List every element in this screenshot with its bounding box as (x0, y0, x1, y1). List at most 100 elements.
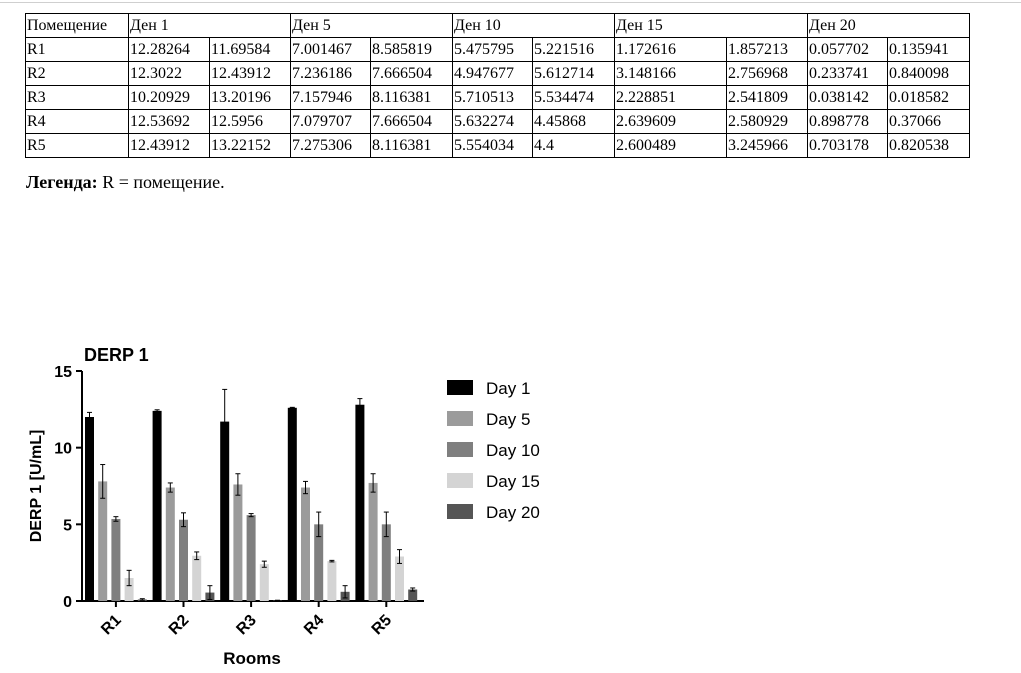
table-row: R1 12.28264 11.69584 7.001467 8.585819 5.4757… (25, 37, 970, 62)
value-cell: 1.172616 (614, 37, 727, 62)
value-cell: 5.534474 (532, 85, 615, 110)
value-cell: 7.275306 (290, 133, 371, 158)
table-row: R4 12.53692 12.5956 7.079707 7.666504 5.63227… (25, 109, 970, 134)
bar-day-10-r1 (111, 518, 121, 601)
value-cell: 2.541809 (726, 85, 808, 110)
header-day-5: Ден 5 (290, 13, 453, 38)
value-cell: 12.43912 (209, 61, 291, 86)
value-cell: 12.53692 (128, 109, 210, 134)
value-cell: 12.43912 (128, 133, 210, 158)
x-tick-label: R1 (98, 612, 125, 639)
chart-title: DERP 1 (84, 345, 149, 365)
legend-item-label: Day 5 (486, 410, 530, 429)
x-axis-label: Rooms (223, 649, 281, 668)
value-cell: 1.857213 (726, 37, 808, 62)
value-cell: 0.038142 (807, 85, 888, 110)
value-cell: 5.632274 (452, 109, 533, 134)
y-tick-label: 0 (63, 594, 72, 611)
value-cell: 5.475795 (452, 37, 533, 62)
value-cell: 0.057702 (807, 37, 888, 62)
data-table: Помещение Ден 1 Ден 5 Ден 10 Ден 15 Ден … (25, 13, 970, 158)
room-cell: R4 (25, 109, 129, 134)
header-day-1: Ден 1 (128, 13, 291, 38)
value-cell: 4.4 (532, 133, 615, 158)
value-cell: 5.710513 (452, 85, 533, 110)
bar-day-5-r3 (233, 484, 243, 601)
bar-day-5-r5 (368, 482, 378, 601)
value-cell: 0.820538 (887, 133, 970, 158)
value-cell: 0.233741 (807, 61, 888, 86)
value-cell: 2.580929 (726, 109, 808, 134)
legend-swatch-day-10 (447, 442, 473, 457)
x-tick-label: R5 (369, 612, 396, 639)
bar-day-5-r4 (301, 487, 310, 601)
header-day-20: Ден 20 (807, 13, 970, 38)
value-cell: 7.236186 (290, 61, 371, 86)
value-cell: 5.221516 (532, 37, 615, 62)
y-tick-label: 15 (54, 364, 72, 381)
value-cell: 13.22152 (209, 133, 291, 158)
value-cell: 0.898778 (807, 109, 888, 134)
legend-item-label: Day 20 (486, 503, 540, 522)
legend-item-label: Day 10 (486, 441, 540, 460)
bar-day-1-r1 (85, 417, 94, 601)
value-cell: 0.135941 (887, 37, 970, 62)
bar-day-15-r1 (124, 578, 134, 601)
header-day-15: Ден 15 (614, 13, 808, 38)
value-cell: 3.245966 (726, 133, 808, 158)
legend-swatch-day-20 (447, 504, 473, 519)
legend-note-text: R = помещение. (102, 172, 225, 192)
table-body: Помещение Ден 1 Ден 5 Ден 10 Ден 15 Ден … (25, 13, 970, 158)
value-cell: 7.666504 (370, 61, 453, 86)
legend-note-label: Легенда: (26, 172, 98, 192)
value-cell: 8.116381 (370, 133, 453, 158)
x-tick-label: R4 (301, 612, 328, 639)
x-tick-label: R2 (166, 612, 193, 639)
value-cell: 7.001467 (290, 37, 371, 62)
value-cell: 13.20196 (209, 85, 291, 110)
legend-swatch-day-1 (447, 380, 473, 395)
value-cell: 2.600489 (614, 133, 727, 158)
header-day-10: Ден 10 (452, 13, 615, 38)
value-cell: 5.612714 (532, 61, 615, 86)
bar-day-10-r4 (314, 524, 324, 601)
value-cell: 12.5956 (209, 109, 291, 134)
value-cell: 0.37066 (887, 109, 970, 134)
table-row: R2 12.3022 12.43912 7.236186 7.666504 4.94767… (25, 61, 970, 86)
bar-day-10-r3 (246, 515, 256, 601)
bar-day-1-r3 (220, 421, 230, 601)
y-axis-label: DERP 1 [U/mL] (28, 430, 45, 543)
value-cell: 0.840098 (887, 61, 970, 86)
value-cell: 7.079707 (290, 109, 371, 134)
derp1-bar-chart: DERP 1 0 5 10 15 DERP 1 [U/mL] R1 R2 R3 R4 R5 Rooms… (28, 345, 540, 668)
value-cell: 7.666504 (370, 109, 453, 134)
top-rule (0, 2, 1021, 3)
value-cell: 0.703178 (807, 133, 888, 158)
bar-day-10-r2 (179, 519, 188, 601)
table-header-row: Помещение Ден 1 Ден 5 Ден 10 Ден 15 Ден … (25, 13, 970, 38)
bar-day-1-r4 (287, 407, 297, 601)
legend-swatch-day-5 (447, 411, 473, 426)
value-cell: 8.116381 (370, 85, 453, 110)
bar-day-15-r3 (259, 564, 269, 601)
value-cell: 10.20929 (128, 85, 210, 110)
y-tick-label: 10 (54, 441, 72, 458)
x-tick-label: R3 (233, 612, 260, 639)
value-cell: 8.585819 (370, 37, 453, 62)
bar-day-1-r5 (355, 404, 365, 601)
value-cell: 2.756968 (726, 61, 808, 86)
value-cell: 4.947677 (452, 61, 533, 86)
bar-day-5-r1 (98, 481, 108, 601)
bar-day-15-r2 (192, 555, 202, 601)
value-cell: 5.554034 (452, 133, 533, 158)
room-cell: R1 (25, 37, 129, 62)
value-cell: 11.69584 (209, 37, 291, 62)
bar-day-15-r5 (395, 556, 404, 601)
value-cell: 7.157946 (290, 85, 371, 110)
legend-note: Легенда: R = помещение. (26, 171, 225, 193)
room-cell: R3 (25, 85, 129, 110)
value-cell: 2.228851 (614, 85, 727, 110)
value-cell: 0.018582 (887, 85, 970, 110)
bar-day-20-r5 (408, 589, 418, 601)
value-cell: 3.148166 (614, 61, 727, 86)
